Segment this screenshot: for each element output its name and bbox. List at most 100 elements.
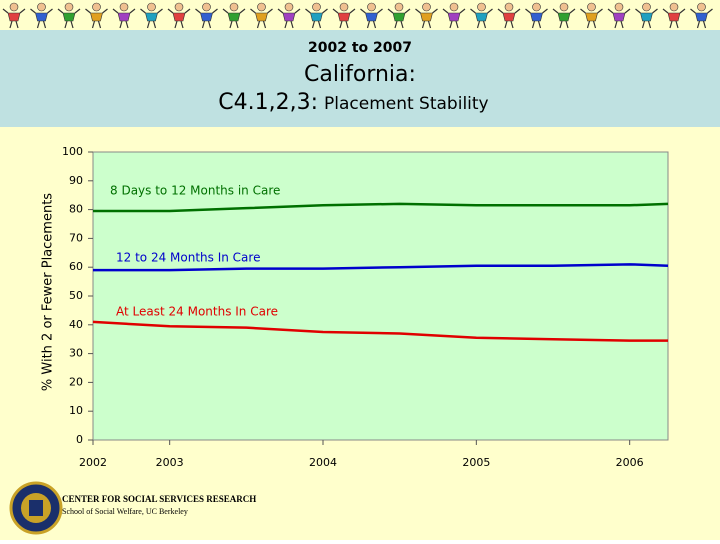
kid-body bbox=[392, 12, 406, 22]
kid-head bbox=[614, 2, 624, 12]
kid-head bbox=[64, 2, 74, 12]
footer-line: School of Social Welfare, UC Berkeley bbox=[62, 507, 188, 516]
y-tick-label: 0 bbox=[76, 433, 83, 446]
series-line bbox=[93, 263, 669, 272]
y-tick-label: 20 bbox=[69, 375, 83, 388]
kid-body bbox=[612, 12, 626, 22]
series-label: 12 to 24 Months In Care bbox=[116, 251, 260, 265]
kid-head bbox=[394, 2, 404, 12]
kid-head bbox=[587, 2, 596, 12]
series-line bbox=[93, 202, 669, 213]
kid-head bbox=[9, 2, 19, 12]
y-tick-label: 70 bbox=[69, 231, 83, 244]
kid-limbs bbox=[195, 8, 218, 29]
kid-body bbox=[90, 12, 103, 22]
kid-head bbox=[284, 2, 294, 12]
kid-limbs bbox=[442, 8, 466, 29]
kid-head bbox=[532, 2, 541, 12]
plot-area bbox=[92, 151, 669, 441]
kid-head bbox=[229, 2, 239, 12]
logo bbox=[9, 481, 63, 535]
kid-limbs bbox=[470, 8, 493, 29]
kid-limbs bbox=[387, 8, 411, 29]
subtitle: Placement Stability bbox=[324, 94, 489, 114]
kid-body bbox=[62, 12, 76, 22]
kid-body bbox=[530, 12, 543, 22]
kid-body bbox=[172, 12, 186, 22]
kid-body bbox=[310, 12, 323, 22]
y-tick-label: 100 bbox=[62, 145, 83, 158]
series-line bbox=[92, 320, 668, 342]
header-band bbox=[0, 30, 720, 127]
kid-body bbox=[337, 12, 351, 22]
kid-limbs bbox=[525, 8, 548, 29]
x-tick-label: 2004 bbox=[309, 456, 337, 469]
kid-head bbox=[174, 2, 184, 12]
kid-limbs bbox=[30, 8, 53, 29]
subtitle-code: C4.1,2,3: bbox=[218, 90, 318, 115]
kid-body bbox=[117, 12, 131, 22]
chart-title: California: bbox=[304, 62, 416, 87]
y-tick-label: 60 bbox=[69, 260, 83, 273]
series-label: 8 Days to 12 Months in Care bbox=[110, 184, 280, 198]
kid-body bbox=[640, 12, 653, 22]
kid-head bbox=[257, 2, 266, 12]
x-tick-label: 2002 bbox=[79, 456, 107, 469]
period: 2002 to 2007 bbox=[308, 40, 412, 56]
y-tick-label: 30 bbox=[69, 347, 83, 360]
y-tick-label: 90 bbox=[69, 174, 83, 187]
kid-body bbox=[557, 12, 571, 22]
kid-head bbox=[92, 2, 101, 12]
kid-head bbox=[367, 2, 376, 12]
kid-head bbox=[119, 2, 129, 12]
x-tick-label: 2003 bbox=[156, 456, 184, 469]
kid-limbs bbox=[552, 8, 576, 29]
y-axis-label: % With 2 or Fewer Placements bbox=[41, 193, 56, 391]
kid-limbs bbox=[277, 8, 301, 29]
kid-head bbox=[504, 2, 514, 12]
kid-limbs bbox=[112, 8, 136, 29]
kid-head bbox=[642, 2, 651, 12]
kid-body bbox=[667, 12, 681, 22]
kid-limbs bbox=[635, 8, 658, 29]
kid-limbs bbox=[580, 8, 603, 29]
x-tick-label: 2005 bbox=[462, 456, 490, 469]
kid-limbs bbox=[662, 8, 686, 29]
y-tick-label: 10 bbox=[69, 404, 83, 417]
kid-head bbox=[312, 2, 321, 12]
kid-body bbox=[420, 12, 433, 22]
kid-limbs bbox=[415, 8, 438, 29]
footer-line: CENTER FOR SOCIAL SERVICES RESEARCH bbox=[62, 494, 256, 504]
kid-head bbox=[147, 2, 156, 12]
kid-limbs bbox=[332, 8, 356, 29]
kid-head bbox=[422, 2, 431, 12]
y-tick-label: 50 bbox=[69, 289, 83, 302]
kid-body bbox=[365, 12, 378, 22]
kid-body bbox=[200, 12, 213, 22]
kid-limbs bbox=[360, 8, 383, 29]
kid-body bbox=[227, 12, 241, 22]
kid-head bbox=[697, 2, 706, 12]
kid-body bbox=[7, 12, 21, 22]
kid-limbs bbox=[57, 8, 81, 29]
kid-limbs bbox=[140, 8, 163, 29]
kids-banner bbox=[2, 2, 713, 29]
kid-head bbox=[449, 2, 459, 12]
kid-head bbox=[477, 2, 486, 12]
kid-head bbox=[339, 2, 349, 12]
kid-head bbox=[202, 2, 211, 12]
kid-limbs bbox=[250, 8, 273, 29]
kid-body bbox=[475, 12, 488, 22]
kid-limbs bbox=[497, 8, 521, 29]
kid-body bbox=[502, 12, 516, 22]
kid-head bbox=[559, 2, 569, 12]
kid-limbs bbox=[2, 8, 26, 29]
kid-body bbox=[255, 12, 268, 22]
kid-limbs bbox=[167, 8, 191, 29]
kid-limbs bbox=[690, 8, 713, 29]
kid-body bbox=[35, 12, 48, 22]
kid-limbs bbox=[607, 8, 631, 29]
kid-body bbox=[447, 12, 461, 22]
y-tick-label: 80 bbox=[69, 203, 83, 216]
